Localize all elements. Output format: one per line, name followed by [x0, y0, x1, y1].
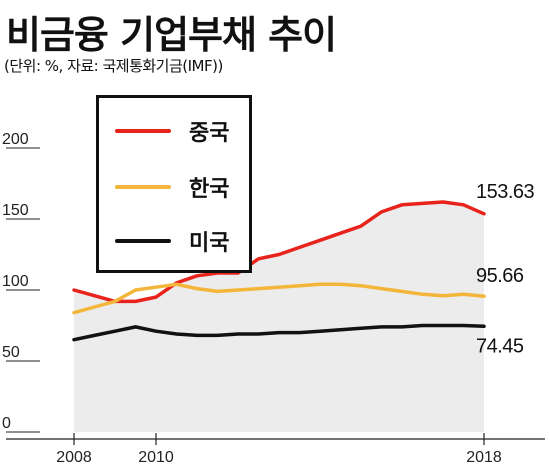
legend-label-usa: 미국: [189, 231, 230, 256]
legend-swatch-korea: [115, 185, 171, 189]
end-label-0: 153.63: [476, 181, 535, 203]
y-tick-label: 0: [2, 415, 11, 432]
legend-label-china: 중국: [189, 121, 230, 146]
legend-swatch-china: [115, 129, 171, 133]
chart-subtitle: (단위: %, 자료: 국제통화기금(IMF)): [4, 57, 223, 75]
series-line-1: [72, 282, 486, 315]
end-label-1: 95.66: [476, 265, 524, 287]
legend: 중국 한국 미국: [96, 95, 252, 273]
end-label-2: 74.45: [476, 335, 524, 357]
legend-label-korea: 한국: [189, 177, 230, 202]
x-tick-label: 2018: [466, 449, 502, 464]
x-tick-label: 2008: [56, 449, 92, 464]
y-tick-label: 50: [2, 344, 20, 361]
series-line-2: [72, 323, 486, 342]
legend-swatch-usa: [115, 239, 171, 243]
legend-item-china: 중국: [115, 116, 229, 146]
y-tick-label: 150: [2, 202, 29, 219]
series-line-0: [72, 200, 486, 304]
area-fill: [74, 201, 484, 432]
legend-item-usa: 미국: [115, 226, 229, 256]
legend-item-korea: 한국: [115, 172, 229, 202]
x-tick-label: 2010: [138, 449, 174, 464]
y-tick-label: 100: [2, 273, 29, 290]
y-tick-label: 200: [2, 131, 29, 148]
chart-title: 비금융 기업부채 추이: [6, 13, 337, 57]
